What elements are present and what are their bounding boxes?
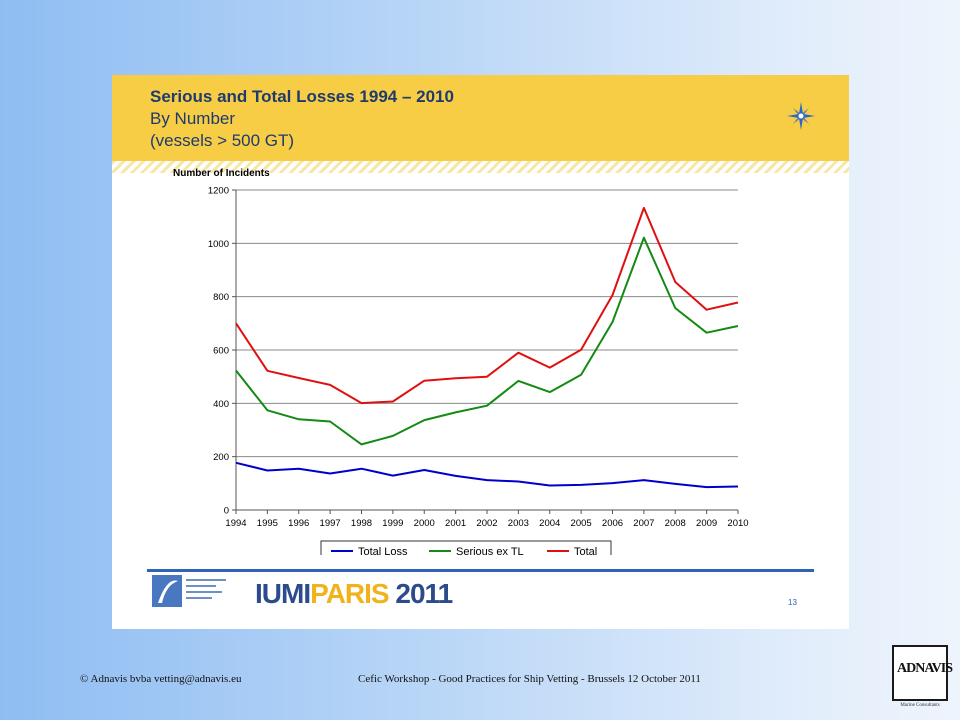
iumi-logo-part-a: IUMI	[255, 578, 311, 609]
x-tick-label: 2005	[571, 518, 592, 529]
adnavis-logo: ADNAVIS	[892, 645, 953, 701]
adnavis-logo-text: ADNAVIS	[897, 661, 953, 676]
series-line-total-loss	[235, 461, 739, 489]
iumi-paris-logo: IUMIPARIS 2011	[255, 578, 453, 610]
iumi-logo-part-c: 2011	[395, 578, 453, 609]
x-tick-label: 2004	[539, 518, 560, 529]
slide-title: Serious and Total Losses 1994 – 2010 By …	[150, 86, 454, 152]
x-tick-label: 2009	[696, 518, 717, 529]
ffsa-logo-icon	[152, 575, 226, 607]
gridlines	[236, 189, 738, 458]
x-tick-label: 2002	[476, 518, 497, 529]
x-tick-label: 2006	[602, 518, 623, 529]
x-tick-label: 2008	[665, 518, 686, 529]
y-tick-label: 200	[213, 452, 229, 463]
footer-center-text: Cefic Workshop - Good Practices for Ship…	[358, 673, 701, 685]
y-tick-label: 0	[224, 506, 229, 517]
axes	[232, 189, 739, 514]
slide-card: Serious and Total Losses 1994 – 2010 By …	[112, 75, 849, 629]
series-line-serious-ex-tl	[235, 236, 739, 446]
x-tick-label: 1996	[288, 518, 309, 529]
x-tick-labels: 1994 1995 1996 1997 1998 1999 2000 2001 2002 2003…	[225, 518, 748, 529]
y-tick-label: 600	[213, 346, 229, 357]
legend-box	[320, 540, 612, 555]
legend-entry: Total Loss	[358, 546, 408, 555]
x-tick-label: 2010	[727, 518, 748, 529]
x-tick-label: 2000	[414, 518, 435, 529]
title-line-2: By Number	[150, 109, 236, 128]
x-tick-label: 1995	[257, 518, 278, 529]
title-line-3: (vessels > 500 GT)	[150, 131, 295, 150]
y-tick-label: 1000	[208, 239, 229, 250]
y-tick-label: 1200	[208, 186, 229, 197]
y-tick-labels: 0 200 400 600 800 1000 1200	[208, 186, 229, 517]
series-lines	[235, 206, 739, 489]
x-tick-label: 2007	[633, 518, 654, 529]
header-band: Serious and Total Losses 1994 – 2010 By …	[112, 75, 849, 161]
x-tick-label: 1994	[225, 518, 246, 529]
legend-entry: Total	[574, 546, 597, 555]
compass-rose-icon	[787, 102, 815, 130]
legend-entry: Serious ex TL	[456, 546, 524, 555]
x-tick-label: 2001	[445, 518, 466, 529]
series-line-total	[235, 206, 739, 405]
y-tick-label: 800	[213, 292, 229, 303]
adnavis-logo-subtitle: Marine Consultants	[900, 703, 940, 708]
line-chart: Number of Incidents 0 200 400 600 800 1000 120…	[173, 168, 749, 555]
y-tick-label: 400	[213, 399, 229, 410]
page-number: 13	[788, 598, 797, 607]
legend: Total Loss Serious ex TL Total	[320, 540, 612, 555]
x-tick-label: 1997	[320, 518, 341, 529]
x-tick-label: 2003	[508, 518, 529, 529]
iumi-logo-part-b: PARIS	[310, 578, 389, 609]
title-line-1: Serious and Total Losses 1994 – 2010	[150, 87, 454, 106]
header-hatch-divider	[112, 161, 849, 173]
x-tick-label: 1999	[382, 518, 403, 529]
footer-left-text: © Adnavis bvba vetting@adnavis.eu	[80, 673, 242, 685]
y-axis-title: Number of Incidents	[173, 168, 270, 179]
x-tick-label: 1998	[351, 518, 372, 529]
bottom-rule	[147, 569, 814, 572]
